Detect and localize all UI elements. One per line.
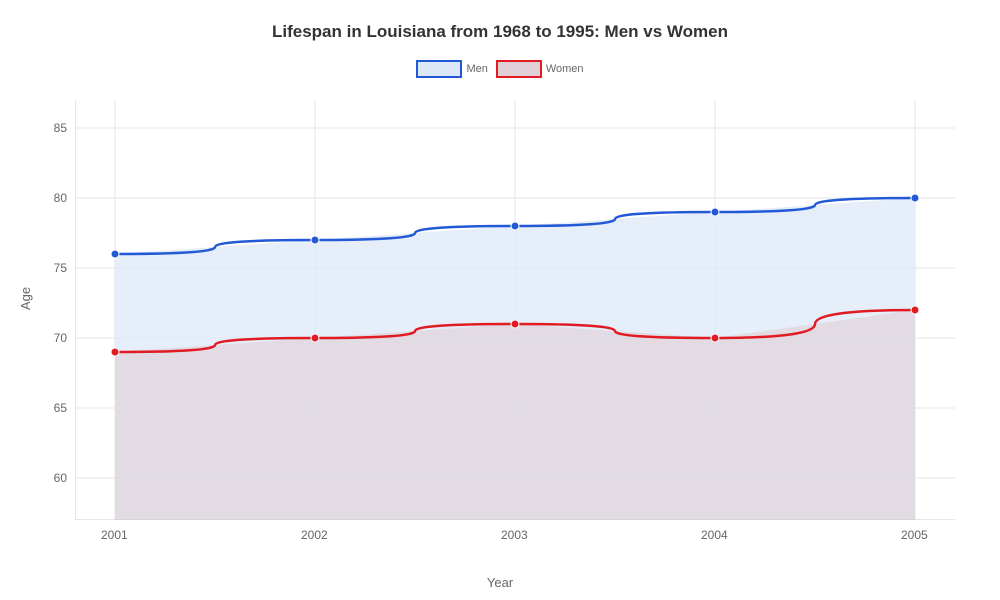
y-tick-label: 60 — [54, 471, 67, 485]
y-tick-label: 65 — [54, 401, 67, 415]
legend-label-women: Women — [546, 63, 584, 75]
legend-swatch-men — [416, 60, 462, 78]
x-tick-label: 2005 — [901, 528, 928, 542]
y-tick-label: 85 — [54, 121, 67, 135]
legend: Men Women — [0, 60, 1000, 78]
x-tick-label: 2001 — [101, 528, 128, 542]
legend-item-women: Women — [496, 60, 584, 78]
legend-item-men: Men — [416, 60, 487, 78]
plot-svg — [75, 100, 955, 520]
x-axis-title: Year — [487, 575, 513, 590]
plot-area — [75, 100, 955, 520]
y-axis-title: Age — [18, 287, 33, 310]
chart-title: Lifespan in Louisiana from 1968 to 1995:… — [0, 0, 1000, 42]
y-tick-label: 70 — [54, 331, 67, 345]
chart-container: Lifespan in Louisiana from 1968 to 1995:… — [0, 0, 1000, 600]
x-tick-label: 2004 — [701, 528, 728, 542]
legend-label-men: Men — [466, 63, 487, 75]
y-tick-label: 80 — [54, 191, 67, 205]
y-tick-label: 75 — [54, 261, 67, 275]
x-tick-label: 2002 — [301, 528, 328, 542]
legend-swatch-women — [496, 60, 542, 78]
x-tick-label: 2003 — [501, 528, 528, 542]
